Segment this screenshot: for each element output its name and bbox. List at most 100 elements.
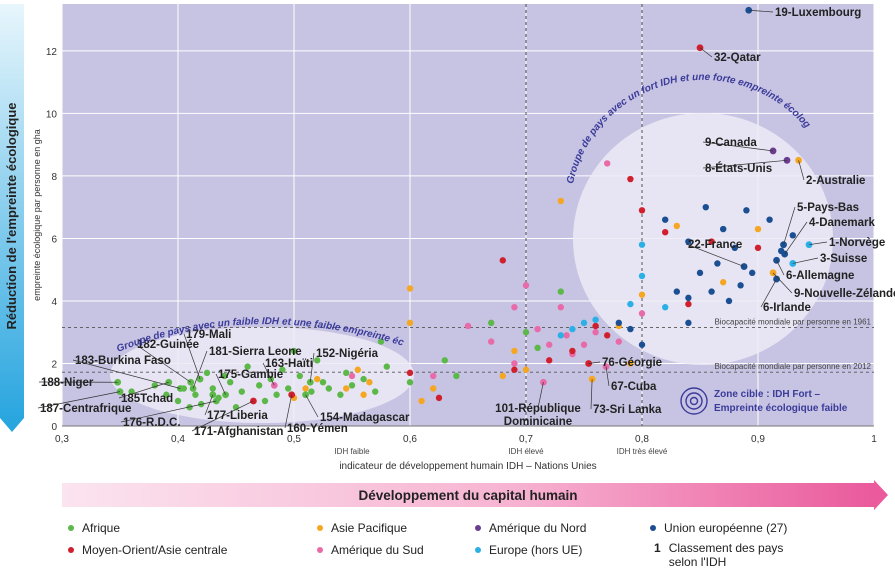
x-tick-label: 0,7	[519, 434, 533, 445]
data-point	[418, 397, 425, 405]
x-tick-label: 0,8	[635, 434, 649, 445]
label-connector	[537, 382, 544, 409]
data-point	[192, 391, 199, 398]
data-point	[203, 369, 211, 377]
label-connector	[284, 394, 293, 429]
human-capital-banner: Développement du capital humain	[62, 480, 888, 510]
data-point	[406, 379, 414, 386]
y-tick-label: 10	[46, 109, 58, 120]
threshold-label: IDH élevé	[508, 447, 544, 456]
point-label: 181-Sierra Leone	[209, 346, 302, 358]
legend-dot	[68, 525, 74, 531]
label-connector	[748, 9, 774, 13]
data-point	[499, 257, 506, 264]
label-connector	[784, 221, 808, 255]
data-point-labeled	[187, 378, 195, 386]
data-point	[702, 203, 709, 211]
data-point	[511, 347, 518, 355]
point-label: 8-États-Unis	[705, 162, 772, 175]
data-point	[337, 391, 344, 398]
data-point	[662, 216, 669, 223]
data-point	[627, 325, 634, 333]
label-connector	[72, 359, 181, 389]
legend-dot	[650, 525, 656, 531]
target-zone-line2: Empreinte écologique faible	[714, 403, 848, 414]
y-tick-label: 6	[51, 234, 57, 245]
target-zone-icon	[680, 387, 708, 415]
point-label: 171-Afghanistan	[194, 426, 283, 438]
data-point	[592, 316, 599, 323]
data-point	[546, 341, 553, 348]
x-tick-label: 0,9	[751, 434, 765, 445]
legend-dot	[475, 547, 481, 553]
x-tick-label: 0,4	[171, 434, 185, 445]
label-connector	[215, 373, 226, 395]
data-point	[720, 225, 727, 233]
data-point	[430, 372, 437, 380]
point-label: 185Tchad	[121, 393, 173, 405]
data-point	[604, 332, 611, 339]
y-axis-banner-arrow	[0, 418, 24, 432]
data-point	[441, 357, 448, 364]
data-point	[569, 347, 576, 355]
data-point	[673, 222, 680, 230]
rank-note-text: Classement des pays selon l'IDH	[669, 541, 784, 569]
point-label: 4-Danemark	[809, 217, 875, 229]
target-zone-line1: Zone cible : IDH Fort –	[714, 389, 821, 400]
data-point	[314, 357, 321, 364]
data-point	[522, 366, 530, 373]
data-point	[725, 297, 733, 305]
legend-label: Amérique du Sud	[331, 543, 424, 557]
label-connector	[305, 394, 319, 418]
data-point	[557, 332, 564, 339]
data-point	[488, 338, 495, 345]
label-connector	[183, 333, 201, 380]
threshold-label: IDH faible	[334, 447, 370, 456]
point-label: 163-Haïti	[265, 358, 313, 370]
point-label: 6-Allemagne	[786, 270, 854, 282]
label-connector	[118, 381, 169, 399]
point-label: 187-Centrafrique	[40, 403, 131, 415]
data-point	[174, 397, 182, 405]
data-point	[534, 344, 541, 352]
label-connector	[134, 343, 191, 383]
data-point-labeled	[805, 241, 813, 249]
data-point	[754, 244, 762, 252]
data-point-labeled	[773, 256, 780, 264]
data-point	[627, 300, 634, 308]
data-point	[685, 238, 692, 245]
point-label: 32-Qatar	[714, 52, 761, 64]
legend-label: Moyen-Orient/Asie centrale	[82, 543, 228, 557]
data-point	[569, 325, 576, 333]
low-idh-group-zone	[110, 327, 414, 423]
data-point	[256, 382, 263, 389]
point-label: 152-Nigéria	[316, 348, 379, 360]
data-point	[731, 244, 738, 252]
data-point	[604, 160, 611, 167]
data-point	[343, 385, 350, 392]
data-point	[360, 375, 367, 383]
data-point	[563, 332, 570, 339]
data-point	[511, 360, 518, 367]
data-point	[319, 379, 327, 386]
data-point	[511, 304, 518, 311]
data-point	[714, 260, 721, 267]
reference-lines: Biocapacité mondiale par personne en 196…	[62, 318, 874, 373]
label-connector	[204, 394, 214, 416]
x-tick-label: 0,6	[403, 434, 417, 445]
label-connector	[120, 400, 217, 423]
data-point	[406, 319, 414, 327]
data-point	[673, 288, 680, 295]
label-connector	[702, 141, 774, 152]
data-point	[696, 269, 704, 277]
label-connector	[798, 160, 805, 181]
legend-dot	[317, 547, 323, 553]
y-tick-label: 0	[51, 422, 57, 433]
label-connector	[776, 260, 785, 276]
label-connector	[808, 241, 828, 246]
point-label: 9-Nouvelle-Zélande	[794, 288, 895, 300]
y-tick-label: 12	[46, 47, 58, 58]
data-point	[221, 372, 228, 380]
rank-symbol: 1	[654, 541, 661, 555]
